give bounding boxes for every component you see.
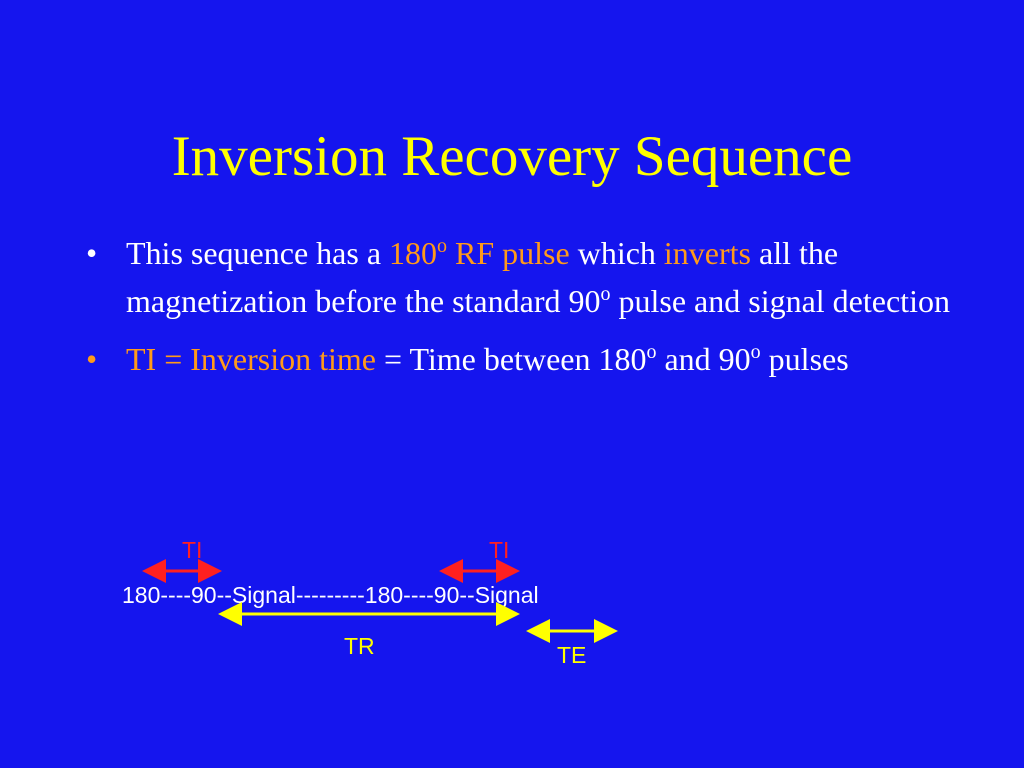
text: = Time between 180 xyxy=(375,341,647,377)
te-label: TE xyxy=(557,642,587,668)
highlight-ti: TI = Inversion time xyxy=(126,341,376,377)
highlight-180: 180o RF pulse xyxy=(389,235,570,271)
bullet-1: • This sequence has a 180o RF pulse whic… xyxy=(86,229,966,325)
text: which xyxy=(569,235,664,271)
degree: o xyxy=(646,341,657,363)
degree: o xyxy=(750,341,761,363)
text: and 90 xyxy=(656,341,751,377)
ti-label-2: TI xyxy=(489,537,510,563)
bullet-dot-icon: • xyxy=(86,341,98,377)
bullet-list: • This sequence has a 180o RF pulse whic… xyxy=(86,229,966,393)
highlight-inverts: inverts xyxy=(663,235,751,271)
tr-label: TR xyxy=(344,633,375,659)
bullet-dot-icon: • xyxy=(86,235,98,271)
text: all the magnetization before the standar… xyxy=(126,235,839,319)
text: 180 xyxy=(389,235,438,271)
ti-label-1: TI xyxy=(182,537,203,563)
degree: o xyxy=(437,235,448,257)
bullet-2: • TI = Inversion time = Time between 180… xyxy=(86,335,966,383)
degree: o xyxy=(600,283,611,305)
text: pulse and signal detection xyxy=(610,283,950,319)
text: RF pulse xyxy=(447,235,570,271)
text: This sequence has a xyxy=(126,235,390,271)
slide-title: Inversion Recovery Sequence xyxy=(171,125,853,188)
text: pulses xyxy=(760,341,849,377)
